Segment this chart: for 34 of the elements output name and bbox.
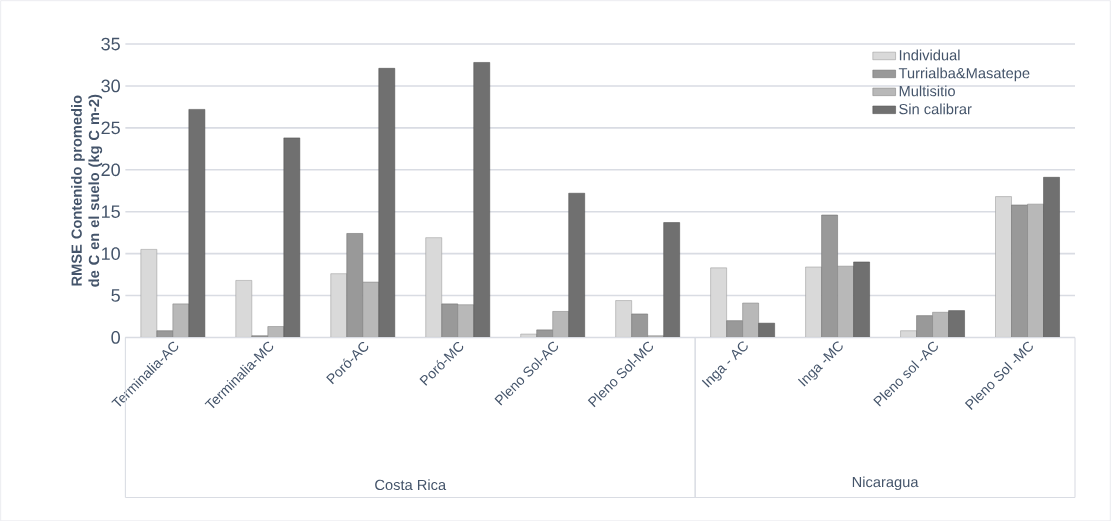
y-tick-label: 15 — [102, 205, 120, 218]
bar — [188, 108, 206, 338]
y-tick-label: 30 — [101, 79, 120, 93]
y-tick-label: 35 — [101, 37, 120, 51]
bar — [1027, 203, 1044, 338]
y-tick-label: 20 — [101, 163, 120, 176]
bar — [663, 222, 680, 338]
text: Costa Rica — [375, 479, 447, 490]
bar — [362, 281, 380, 338]
bar — [758, 322, 775, 338]
legend-label: Turrialba&Masatepe — [898, 67, 1030, 82]
y-tick-label: 5 — [111, 289, 120, 302]
bar — [283, 137, 301, 338]
y-tick-label: 25 — [101, 121, 120, 134]
legend-label: Individual — [899, 49, 960, 61]
y-tick-label: 10 — [102, 246, 120, 260]
x-tick-label: Inga -MC — [797, 341, 843, 387]
x-tick-label: Inga - AC — [701, 341, 748, 388]
bar — [742, 302, 759, 338]
bar — [552, 310, 569, 338]
legend-label: Multisitio — [899, 85, 955, 97]
bar — [172, 303, 190, 338]
bar — [853, 261, 870, 338]
bar — [267, 326, 285, 338]
bar — [1043, 176, 1060, 338]
text: Nicaragua — [852, 476, 919, 490]
bar — [948, 310, 965, 338]
bar — [457, 304, 475, 338]
bar — [568, 192, 585, 338]
bar — [473, 61, 491, 338]
bar — [837, 265, 854, 338]
legend-label: Sin calibrar — [899, 103, 972, 115]
bar — [932, 311, 949, 338]
bar — [378, 67, 396, 338]
